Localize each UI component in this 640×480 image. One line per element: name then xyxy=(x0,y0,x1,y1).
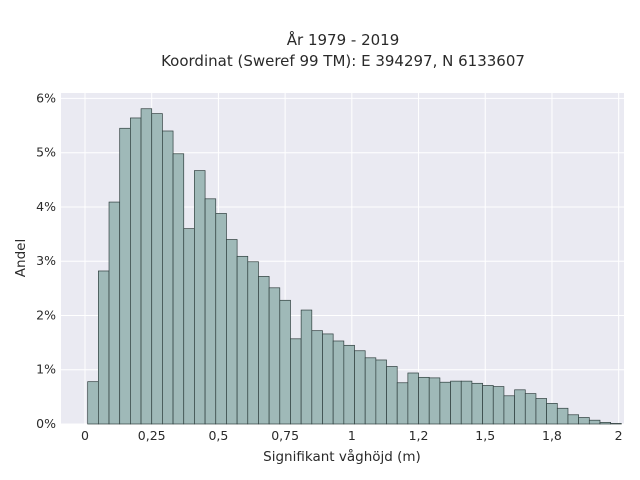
histogram-bar xyxy=(503,395,515,425)
histogram-bar xyxy=(258,276,270,425)
histogram-bar xyxy=(428,377,441,425)
histogram-bar xyxy=(268,287,281,425)
histogram-bar xyxy=(599,422,612,425)
x-tick-label: 1,8 xyxy=(542,428,562,443)
histogram-bar xyxy=(183,228,195,425)
x-tick-label: 0,5 xyxy=(208,428,228,443)
y-tick-label: 2% xyxy=(36,307,56,322)
y-tick-label: 4% xyxy=(36,199,56,214)
histogram-bar xyxy=(418,376,430,425)
histogram-bar xyxy=(567,414,579,425)
histogram-bar xyxy=(204,198,217,425)
histogram-bar xyxy=(460,380,473,425)
x-tick-label: 1,5 xyxy=(475,428,495,443)
histogram-bar xyxy=(322,333,334,425)
histogram-bars xyxy=(87,108,622,425)
x-tick-label: 1,2 xyxy=(409,428,429,443)
x-tick-label: 1 xyxy=(348,428,356,443)
histogram-bar xyxy=(247,261,259,425)
histogram-bar xyxy=(194,170,206,425)
histogram-bar xyxy=(98,270,110,425)
histogram-bar xyxy=(492,386,505,425)
x-axis-label: Signifikant våghöjd (m) xyxy=(263,448,421,465)
histogram-bar xyxy=(290,338,302,425)
x-tick-label: 0 xyxy=(81,428,89,443)
histogram-bar xyxy=(279,299,291,425)
histogram-bar xyxy=(588,419,601,425)
histogram-bar xyxy=(439,381,451,425)
histogram-bar xyxy=(610,423,622,425)
histogram-bar xyxy=(151,113,163,425)
x-tick-label: 0,75 xyxy=(271,428,299,443)
y-tick-label: 5% xyxy=(36,145,56,160)
x-axis-ticks: 0 0,25 0,5 0,75 1 1,2 1,5 1,8 2 xyxy=(81,428,623,443)
histogram-bar xyxy=(556,407,569,425)
histogram-bar xyxy=(130,117,142,425)
histogram-bar xyxy=(386,366,398,425)
histogram-bar xyxy=(162,130,174,425)
histogram-bar xyxy=(343,344,355,425)
histogram-bar xyxy=(524,393,537,425)
histogram-bar xyxy=(140,108,153,425)
histogram-bar xyxy=(236,255,249,425)
histogram-bar xyxy=(407,372,419,425)
x-tick-label: 0,25 xyxy=(138,428,166,443)
histogram-bar xyxy=(450,380,462,425)
histogram-bar xyxy=(108,201,121,425)
y-axis-ticks: 0% 1% 2% 3% 4% 5% 6% xyxy=(36,90,56,431)
histogram-bar xyxy=(300,309,313,425)
histogram-bar xyxy=(87,381,99,425)
histogram-bar xyxy=(546,403,558,425)
histogram-bar xyxy=(514,389,526,425)
histogram-bar xyxy=(535,398,547,425)
histogram-bar xyxy=(172,153,185,425)
histogram-bar xyxy=(482,385,494,425)
y-tick-label: 6% xyxy=(36,90,56,105)
y-axis-label: Andel xyxy=(13,239,29,277)
histogram-bar xyxy=(354,350,366,425)
histogram-bar xyxy=(119,127,131,425)
histogram-bar xyxy=(578,417,590,425)
y-tick-label: 1% xyxy=(36,362,56,377)
chart-title-line-2: Koordinat (Sweref 99 TM): E 394297, N 61… xyxy=(161,52,525,70)
histogram-bar xyxy=(375,359,387,425)
histogram-bar xyxy=(215,213,227,425)
chart-title-line-1: År 1979 - 2019 xyxy=(287,30,400,49)
histogram-bar xyxy=(471,382,483,425)
y-tick-label: 0% xyxy=(36,416,56,431)
histogram-bar xyxy=(226,239,238,425)
x-tick-label: 2 xyxy=(615,428,623,443)
histogram-bar xyxy=(396,382,409,425)
histogram-bar xyxy=(332,340,345,425)
histogram-bar xyxy=(364,357,377,425)
histogram-bar xyxy=(311,330,323,425)
y-tick-label: 3% xyxy=(36,253,56,268)
